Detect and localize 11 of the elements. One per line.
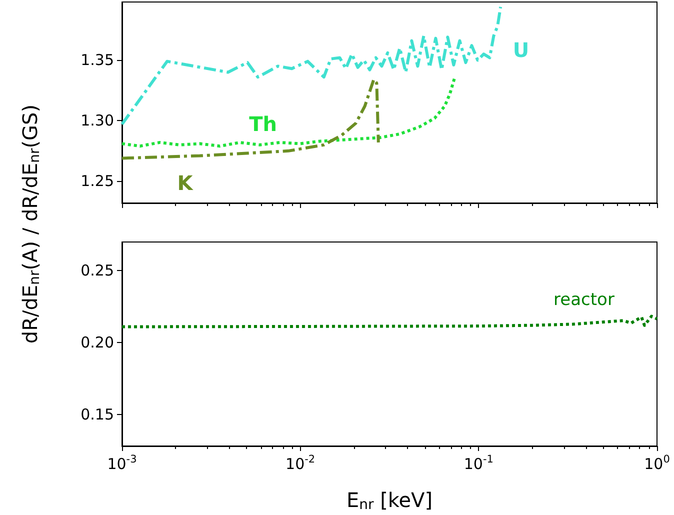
y-tick-label: 0.25	[80, 262, 114, 280]
series-label: K	[177, 171, 194, 195]
y-tick-label: 1.30	[80, 112, 114, 130]
series-label: Th	[249, 112, 277, 136]
series-label: reactor	[554, 290, 614, 310]
series-label: U	[512, 38, 530, 62]
y-tick-label: 0.15	[80, 405, 114, 424]
y-tick-label: 1.35	[80, 51, 114, 70]
y-axis-title: dR/dEnr(A) / dR/dEnr(GS)	[18, 104, 43, 344]
y-tick-label: 0.20	[80, 334, 114, 352]
y-tick-label: 1.25	[80, 172, 114, 190]
